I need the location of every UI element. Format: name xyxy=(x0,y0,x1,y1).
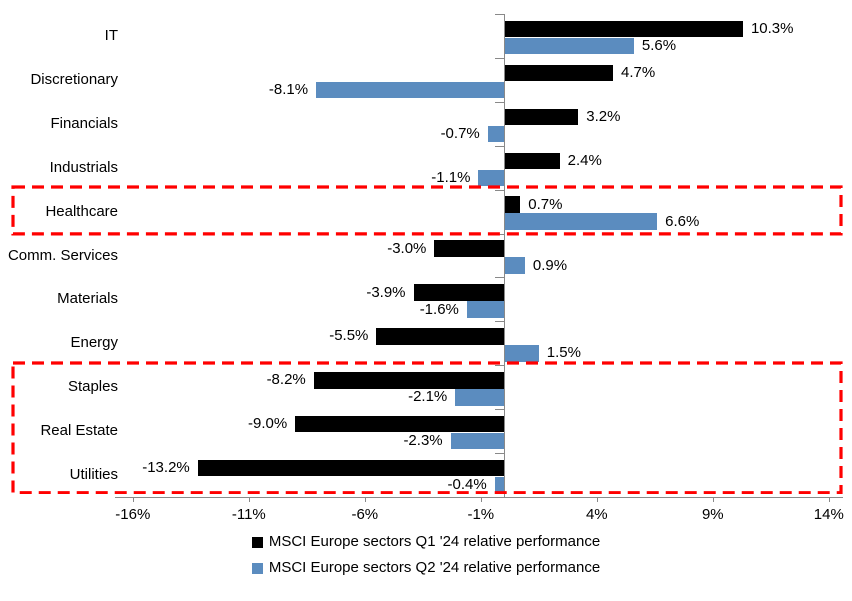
y-axis-tick xyxy=(495,321,504,323)
x-tick-label: -11% xyxy=(231,506,266,523)
y-axis-tick xyxy=(495,453,504,455)
bar-value-label: -9.0% xyxy=(248,415,288,433)
bar-value-label: -5.5% xyxy=(329,327,369,345)
y-axis-tick xyxy=(495,409,504,411)
y-axis-tick xyxy=(495,233,504,235)
bar-value-label: 3.2% xyxy=(586,107,621,125)
category-label: Financials xyxy=(50,114,118,132)
bar-q1 xyxy=(504,64,614,82)
x-axis-tick xyxy=(596,497,598,502)
bar-q1 xyxy=(197,459,504,477)
bar-q2 xyxy=(316,81,504,99)
category-label: Discretionary xyxy=(30,70,118,88)
category-label: Real Estate xyxy=(40,422,118,440)
x-tick-label: 14% xyxy=(813,506,844,523)
bar-q1 xyxy=(413,284,504,301)
legend-item-q1: MSCI Europe sectors Q1 '24 relative perf… xyxy=(251,533,601,550)
bar-value-label: 2.4% xyxy=(567,151,602,169)
bar-value-label: 0.9% xyxy=(532,256,568,274)
y-axis-tick xyxy=(495,145,504,147)
x-tick-label: -1% xyxy=(467,506,495,523)
x-tick-label: 9% xyxy=(701,506,724,523)
bar-q2 xyxy=(494,476,504,494)
bar-value-label: 10.3% xyxy=(750,20,794,38)
category-label: Staples xyxy=(67,378,118,396)
bar-value-label: -1.1% xyxy=(431,168,471,186)
bar-q2 xyxy=(450,432,504,450)
legend-label-q1: MSCI Europe sectors Q1 '24 relative perf… xyxy=(268,533,601,550)
bar-q2 xyxy=(478,169,504,187)
bar-q1 xyxy=(504,108,579,126)
legend: MSCI Europe sectors Q1 '24 relative perf… xyxy=(0,534,852,576)
category-label: Healthcare xyxy=(45,202,118,220)
bar-q1 xyxy=(295,415,504,433)
x-axis-tick xyxy=(712,497,714,502)
bar-value-label: 4.7% xyxy=(621,63,656,81)
x-tick-label: -6% xyxy=(351,506,379,523)
bar-value-label: -0.4% xyxy=(447,476,487,494)
category-label: IT xyxy=(104,26,118,44)
y-axis-line xyxy=(504,14,505,497)
y-axis-tick xyxy=(495,365,504,367)
x-tick-label: 4% xyxy=(585,506,608,523)
bar-q1 xyxy=(434,240,504,257)
bar-q2 xyxy=(504,345,539,362)
bar-value-label: -3.0% xyxy=(387,239,427,257)
highlight-box xyxy=(11,185,843,236)
x-axis-tick xyxy=(248,497,250,502)
bar-q1 xyxy=(504,196,521,213)
bar-q1 xyxy=(504,152,560,170)
bar-q2 xyxy=(504,257,525,274)
bar-q2 xyxy=(487,125,504,143)
category-label: Materials xyxy=(57,290,118,308)
x-axis-tick xyxy=(132,497,134,502)
y-axis-tick xyxy=(495,101,504,103)
bar-value-label: -2.1% xyxy=(408,388,448,406)
bar-value-label: 6.6% xyxy=(665,212,700,230)
bar-q2 xyxy=(455,389,504,406)
x-axis-tick xyxy=(480,497,482,502)
y-axis-tick xyxy=(495,57,504,59)
category-label: Energy xyxy=(70,334,118,352)
bar-q2 xyxy=(504,37,634,55)
bar-value-label: -8.1% xyxy=(268,80,309,98)
bar-q2 xyxy=(504,213,658,230)
legend-swatch-q1-icon xyxy=(251,536,263,548)
y-axis-tick xyxy=(495,277,504,279)
x-axis-tick xyxy=(828,497,830,502)
bar-q2 xyxy=(466,301,504,318)
bar-value-label: -2.3% xyxy=(403,432,443,450)
category-label: Comm. Services xyxy=(7,246,118,264)
legend-label-q2: MSCI Europe sectors Q2 '24 relative perf… xyxy=(268,559,601,576)
category-label: Industrials xyxy=(49,158,118,176)
bar-value-label: 1.5% xyxy=(546,344,581,362)
legend-item-q2: MSCI Europe sectors Q2 '24 relative perf… xyxy=(251,559,601,576)
legend-swatch-q2-icon xyxy=(251,562,263,574)
bar-q1 xyxy=(504,20,743,38)
bar-value-label: 5.6% xyxy=(641,37,677,55)
bar-value-label: 0.7% xyxy=(528,195,563,213)
bar-q1 xyxy=(313,372,504,389)
y-axis-tick xyxy=(495,189,504,191)
x-axis-tick xyxy=(364,497,366,502)
x-axis-line xyxy=(115,497,843,498)
x-tick-label: -16% xyxy=(115,506,151,523)
bar-value-label: -8.2% xyxy=(266,371,306,389)
bar-q1 xyxy=(376,328,504,345)
bar-value-label: -13.2% xyxy=(142,459,190,477)
bar-value-label: -3.9% xyxy=(366,283,406,301)
category-label: Utilities xyxy=(69,466,118,484)
y-axis-tick xyxy=(495,14,504,15)
bar-value-label: -1.6% xyxy=(419,300,459,318)
bar-value-label: -0.7% xyxy=(440,124,480,142)
